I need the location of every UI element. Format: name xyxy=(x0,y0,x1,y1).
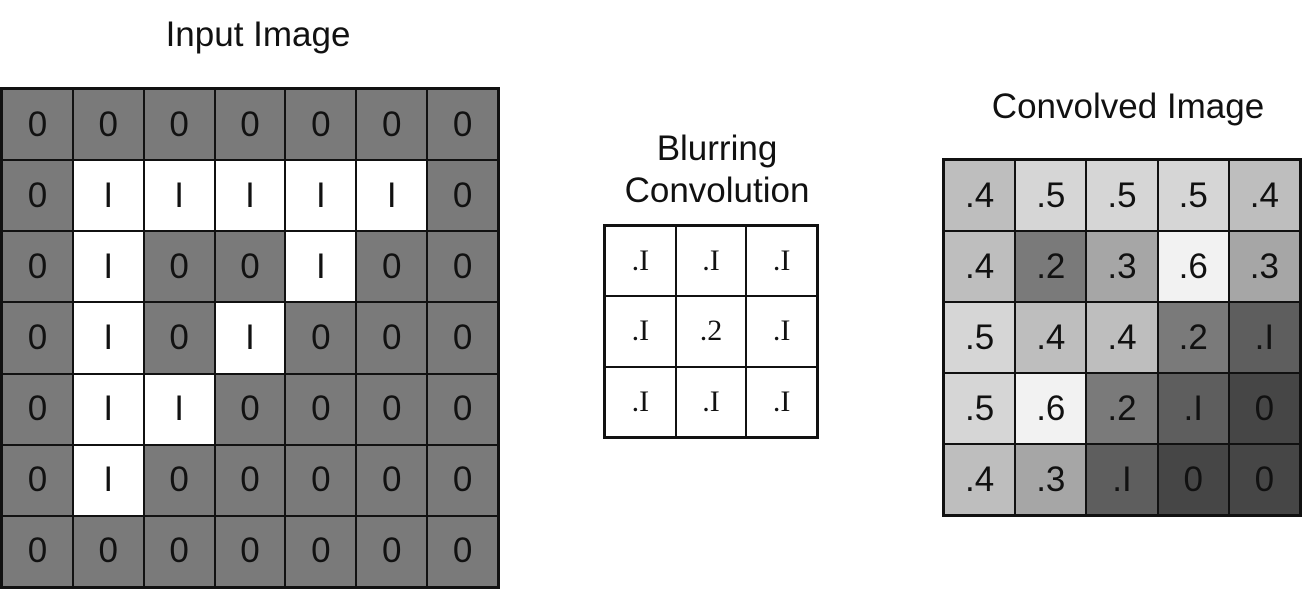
convolved-cell-r1-c0: .4 xyxy=(944,231,1015,302)
input-cell-r4-c4: 0 xyxy=(285,374,356,445)
kernel-cell-r2-c0: .I xyxy=(605,367,676,437)
input-cell-r2-c0: 0 xyxy=(2,231,73,302)
kernel-cell-r1-c2: .I xyxy=(746,296,817,366)
input-cell-r2-c4: I xyxy=(285,231,356,302)
kernel-title: Blurring Convolution xyxy=(567,128,867,212)
input-cell-r1-c1: I xyxy=(73,160,144,231)
input-cell-r6-c1: 0 xyxy=(73,516,144,587)
input-cell-r5-c2: 0 xyxy=(144,445,215,516)
convolved-cell-r0-c2: .5 xyxy=(1086,160,1157,231)
convolved-cell-r3-c1: .6 xyxy=(1015,373,1086,444)
input-cell-r0-c5: 0 xyxy=(356,89,427,160)
kernel-title-line1: Blurring xyxy=(567,128,867,170)
input-cell-r0-c4: 0 xyxy=(285,89,356,160)
input-cell-r6-c2: 0 xyxy=(144,516,215,587)
convolved-cell-r0-c3: .5 xyxy=(1158,160,1229,231)
input-cell-r4-c1: I xyxy=(73,374,144,445)
input-cell-r0-c3: 0 xyxy=(215,89,286,160)
input-cell-r1-c2: I xyxy=(144,160,215,231)
input-cell-r4-c3: 0 xyxy=(215,374,286,445)
convolved-cell-r2-c2: .4 xyxy=(1086,302,1157,373)
kernel-cell-r0-c0: .I xyxy=(605,226,676,296)
convolved-cell-r3-c4: 0 xyxy=(1229,373,1300,444)
input-cell-r3-c5: 0 xyxy=(356,302,427,373)
input-cell-r3-c1: I xyxy=(73,302,144,373)
input-cell-r2-c2: 0 xyxy=(144,231,215,302)
kernel-cell-r2-c2: .I xyxy=(746,367,817,437)
kernel-cell-r2-c1: .I xyxy=(676,367,747,437)
input-cell-r2-c6: 0 xyxy=(427,231,498,302)
convolved-cell-r2-c1: .4 xyxy=(1015,302,1086,373)
convolved-cell-r4-c2: .I xyxy=(1086,444,1157,515)
convolved-image-title: Convolved Image xyxy=(978,86,1278,128)
input-cell-r2-c5: 0 xyxy=(356,231,427,302)
input-cell-r4-c6: 0 xyxy=(427,374,498,445)
input-cell-r1-c0: 0 xyxy=(2,160,73,231)
convolved-cell-r4-c0: .4 xyxy=(944,444,1015,515)
convolved-cell-r3-c3: .I xyxy=(1158,373,1229,444)
convolved-cell-r0-c4: .4 xyxy=(1229,160,1300,231)
input-cell-r4-c2: I xyxy=(144,374,215,445)
input-cell-r0-c1: 0 xyxy=(73,89,144,160)
convolved-cell-r4-c3: 0 xyxy=(1158,444,1229,515)
kernel-grid: .I .I .I .I .2 .I .I .I .I xyxy=(603,224,819,439)
kernel-cell-r0-c1: .I xyxy=(676,226,747,296)
convolved-cell-r3-c0: .5 xyxy=(944,373,1015,444)
input-cell-r6-c6: 0 xyxy=(427,516,498,587)
input-cell-r2-c1: I xyxy=(73,231,144,302)
kernel-title-line2: Convolution xyxy=(567,170,867,212)
convolved-cell-r1-c4: .3 xyxy=(1229,231,1300,302)
input-cell-r0-c6: 0 xyxy=(427,89,498,160)
convolved-cell-r3-c2: .2 xyxy=(1086,373,1157,444)
input-cell-r3-c3: I xyxy=(215,302,286,373)
input-cell-r5-c3: 0 xyxy=(215,445,286,516)
input-cell-r3-c6: 0 xyxy=(427,302,498,373)
convolved-cell-r0-c1: .5 xyxy=(1015,160,1086,231)
kernel-cell-r1-c0: .I xyxy=(605,296,676,366)
input-cell-r6-c0: 0 xyxy=(2,516,73,587)
input-cell-r6-c3: 0 xyxy=(215,516,286,587)
input-cell-r5-c5: 0 xyxy=(356,445,427,516)
input-cell-r0-c0: 0 xyxy=(2,89,73,160)
input-cell-r1-c6: 0 xyxy=(427,160,498,231)
convolved-cell-r2-c3: .2 xyxy=(1158,302,1229,373)
convolved-cell-r4-c1: .3 xyxy=(1015,444,1086,515)
input-cell-r4-c5: 0 xyxy=(356,374,427,445)
convolved-cell-r4-c4: 0 xyxy=(1229,444,1300,515)
input-cell-r2-c3: 0 xyxy=(215,231,286,302)
convolved-cell-r1-c3: .6 xyxy=(1158,231,1229,302)
input-cell-r6-c4: 0 xyxy=(285,516,356,587)
input-cell-r5-c6: 0 xyxy=(427,445,498,516)
input-cell-r3-c4: 0 xyxy=(285,302,356,373)
kernel-cell-r1-c1: .2 xyxy=(676,296,747,366)
input-cell-r1-c4: I xyxy=(285,160,356,231)
convolved-cell-r2-c4: .I xyxy=(1229,302,1300,373)
input-cell-r6-c5: 0 xyxy=(356,516,427,587)
input-cell-r4-c0: 0 xyxy=(2,374,73,445)
input-cell-r1-c3: I xyxy=(215,160,286,231)
convolved-cell-r2-c0: .5 xyxy=(944,302,1015,373)
input-cell-r5-c0: 0 xyxy=(2,445,73,516)
convolved-cell-r1-c2: .3 xyxy=(1086,231,1157,302)
input-cell-r5-c4: 0 xyxy=(285,445,356,516)
input-cell-r3-c2: 0 xyxy=(144,302,215,373)
kernel-cell-r0-c2: .I xyxy=(746,226,817,296)
convolved-cell-r1-c1: .2 xyxy=(1015,231,1086,302)
input-cell-r5-c1: I xyxy=(73,445,144,516)
input-image-title: Input Image xyxy=(108,14,408,56)
convolved-image-grid: .4.5.5.5.4.4.2.3.6.3.5.4.4.2 .I .5.6.2 .I 0.… xyxy=(942,158,1302,517)
input-cell-r3-c0: 0 xyxy=(2,302,73,373)
input-cell-r0-c2: 0 xyxy=(144,89,215,160)
convolved-cell-r0-c0: .4 xyxy=(944,160,1015,231)
input-cell-r1-c5: I xyxy=(356,160,427,231)
